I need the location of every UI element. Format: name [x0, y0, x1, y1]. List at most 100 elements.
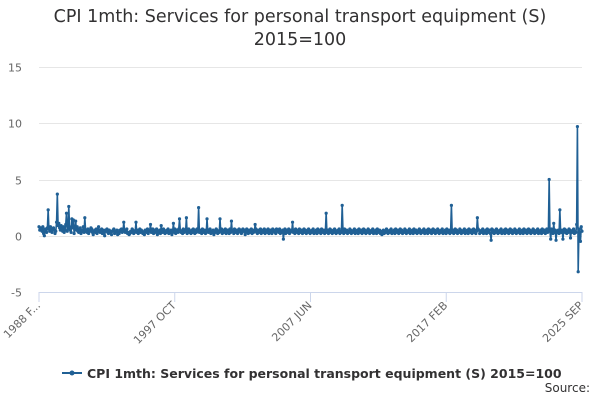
data-point[interactable]: [45, 230, 49, 234]
data-point[interactable]: [281, 237, 285, 241]
data-point[interactable]: [389, 227, 393, 231]
data-point[interactable]: [208, 227, 212, 231]
data-point[interactable]: [440, 227, 444, 231]
data-point[interactable]: [115, 228, 119, 232]
data-point[interactable]: [176, 230, 180, 234]
data-point[interactable]: [422, 227, 426, 231]
data-point[interactable]: [112, 227, 116, 231]
data-point[interactable]: [568, 236, 573, 240]
data-point[interactable]: [554, 238, 558, 242]
data-point[interactable]: [549, 237, 553, 241]
data-point[interactable]: [54, 229, 58, 233]
data-point[interactable]: [142, 233, 146, 237]
data-point[interactable]: [46, 208, 50, 212]
data-point[interactable]: [576, 270, 580, 274]
data-point[interactable]: [277, 227, 282, 231]
data-point[interactable]: [64, 222, 68, 227]
data-point[interactable]: [48, 225, 53, 229]
data-point[interactable]: [517, 227, 521, 231]
data-point[interactable]: [212, 233, 216, 237]
data-point[interactable]: [475, 216, 479, 220]
data-point[interactable]: [337, 227, 341, 231]
data-point[interactable]: [579, 225, 583, 229]
data-point[interactable]: [187, 227, 191, 231]
data-point[interactable]: [171, 221, 176, 225]
data-point[interactable]: [166, 227, 170, 231]
data-point[interactable]: [170, 233, 174, 237]
data-point[interactable]: [72, 231, 76, 236]
data-point[interactable]: [109, 233, 114, 237]
data-point[interactable]: [547, 177, 551, 182]
data-point[interactable]: [41, 225, 45, 229]
data-point[interactable]: [81, 225, 85, 229]
data-point[interactable]: [55, 192, 59, 196]
data-point[interactable]: [40, 229, 44, 233]
data-point[interactable]: [290, 220, 295, 224]
data-point[interactable]: [552, 221, 556, 225]
data-point[interactable]: [197, 206, 201, 210]
data-point[interactable]: [42, 234, 46, 238]
data-point[interactable]: [574, 230, 578, 234]
data-point[interactable]: [94, 227, 98, 231]
data-point[interactable]: [371, 227, 375, 231]
data-point[interactable]: [61, 225, 66, 229]
data-point[interactable]: [558, 208, 562, 212]
data-point[interactable]: [580, 229, 584, 233]
data-point[interactable]: [148, 222, 153, 227]
data-point[interactable]: [407, 227, 411, 231]
data-point[interactable]: [117, 231, 121, 236]
data-point[interactable]: [64, 211, 69, 215]
data-point[interactable]: [228, 227, 232, 231]
data-point[interactable]: [155, 233, 159, 237]
data-point[interactable]: [229, 219, 234, 223]
data-point[interactable]: [57, 221, 61, 225]
data-point[interactable]: [90, 227, 94, 231]
data-point[interactable]: [91, 233, 95, 237]
data-point[interactable]: [122, 220, 126, 224]
data-point[interactable]: [324, 211, 328, 215]
data-point[interactable]: [572, 227, 576, 231]
legend[interactable]: CPI 1mth: Services for personal transpor…: [62, 365, 562, 381]
data-point[interactable]: [67, 225, 72, 229]
data-point[interactable]: [177, 217, 182, 221]
data-point[interactable]: [352, 227, 357, 231]
data-point[interactable]: [449, 203, 454, 207]
data-point[interactable]: [75, 225, 79, 229]
data-point[interactable]: [78, 226, 82, 230]
data-point[interactable]: [159, 224, 163, 228]
data-point[interactable]: [50, 230, 54, 234]
data-point[interactable]: [311, 227, 315, 231]
data-point[interactable]: [550, 228, 554, 232]
data-point[interactable]: [536, 227, 540, 231]
data-point[interactable]: [203, 228, 207, 232]
data-point[interactable]: [125, 227, 129, 231]
data-point[interactable]: [67, 204, 71, 209]
data-point[interactable]: [96, 225, 101, 229]
data-point[interactable]: [79, 231, 83, 236]
data-point[interactable]: [575, 125, 580, 129]
data-point[interactable]: [578, 239, 583, 243]
data-point[interactable]: [184, 216, 188, 220]
data-point[interactable]: [74, 219, 78, 223]
data-point[interactable]: [577, 227, 581, 231]
data-point[interactable]: [481, 227, 485, 231]
data-point[interactable]: [103, 234, 107, 238]
data-point[interactable]: [561, 237, 565, 241]
data-point[interactable]: [119, 227, 124, 231]
data-point[interactable]: [575, 222, 579, 227]
data-point[interactable]: [274, 231, 278, 236]
data-point[interactable]: [499, 227, 503, 231]
data-point[interactable]: [155, 227, 159, 231]
data-point[interactable]: [218, 217, 222, 221]
data-point[interactable]: [87, 231, 91, 236]
data-point[interactable]: [205, 217, 209, 221]
data-point[interactable]: [134, 220, 138, 224]
data-point[interactable]: [270, 231, 274, 236]
data-point[interactable]: [340, 203, 344, 207]
data-point[interactable]: [253, 222, 257, 227]
data-point[interactable]: [566, 230, 570, 234]
data-point[interactable]: [69, 230, 73, 234]
data-point[interactable]: [83, 216, 87, 220]
data-point[interactable]: [489, 238, 493, 242]
data-point[interactable]: [462, 227, 466, 231]
